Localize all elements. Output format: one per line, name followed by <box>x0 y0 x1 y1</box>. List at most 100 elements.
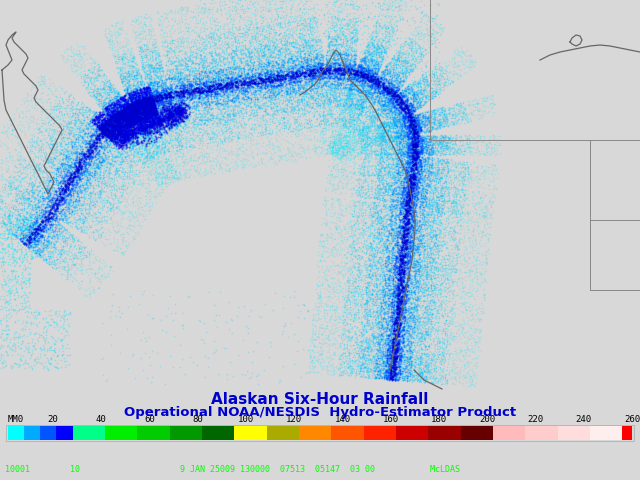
Point <box>262 88 272 96</box>
Point <box>131 156 141 164</box>
Point <box>345 349 355 357</box>
Point <box>179 99 189 107</box>
Point <box>324 62 335 70</box>
Point <box>147 96 157 103</box>
Point <box>387 196 397 204</box>
Point <box>254 37 264 45</box>
Point <box>312 57 323 65</box>
Point <box>436 30 446 37</box>
Point <box>125 161 136 169</box>
Point <box>376 86 387 94</box>
Point <box>45 146 56 154</box>
Point <box>122 172 132 180</box>
Point <box>386 115 396 123</box>
Point <box>134 112 145 120</box>
Point <box>420 118 431 125</box>
Point <box>141 91 152 99</box>
Point <box>115 110 125 118</box>
Point <box>424 164 435 171</box>
Point <box>368 297 378 305</box>
Point <box>297 69 307 76</box>
Point <box>51 170 61 178</box>
Point <box>380 107 390 114</box>
Point <box>378 93 388 100</box>
Point <box>96 137 106 144</box>
Point <box>214 65 225 73</box>
Point <box>335 360 346 368</box>
Point <box>136 81 147 89</box>
Point <box>313 264 323 271</box>
Point <box>398 148 408 156</box>
Point <box>63 198 73 205</box>
Point <box>128 111 138 119</box>
Point <box>435 157 445 165</box>
Point <box>204 30 214 38</box>
Point <box>0 244 8 252</box>
Point <box>180 65 191 73</box>
Point <box>358 165 368 172</box>
Point <box>95 96 105 104</box>
Point <box>33 125 43 132</box>
Point <box>368 46 378 54</box>
Point <box>135 99 145 107</box>
Point <box>433 77 444 85</box>
Point <box>287 113 298 120</box>
Point <box>337 359 348 366</box>
Point <box>317 112 328 120</box>
Point <box>397 124 407 132</box>
Point <box>170 87 180 95</box>
Point <box>128 194 138 202</box>
Point <box>383 319 394 326</box>
Point <box>228 99 238 107</box>
Point <box>71 131 81 138</box>
Point <box>353 53 364 60</box>
Point <box>166 71 176 78</box>
Point <box>131 120 141 127</box>
Point <box>141 101 151 109</box>
Point <box>6 130 16 138</box>
Point <box>51 200 61 208</box>
Point <box>404 368 414 376</box>
Point <box>68 109 78 117</box>
Point <box>161 108 172 115</box>
Point <box>420 80 431 87</box>
Point <box>260 72 271 79</box>
Point <box>380 167 390 174</box>
Point <box>186 94 196 101</box>
Point <box>407 109 417 117</box>
Point <box>415 127 426 134</box>
Point <box>284 77 294 85</box>
Point <box>179 84 189 92</box>
Point <box>320 69 330 76</box>
Point <box>68 61 79 69</box>
Point <box>483 259 493 266</box>
Point <box>391 139 401 146</box>
Point <box>387 309 397 316</box>
Point <box>79 108 90 116</box>
Point <box>350 297 360 304</box>
Point <box>82 165 92 173</box>
Point <box>408 304 419 312</box>
Point <box>408 171 418 179</box>
Point <box>131 74 141 82</box>
Point <box>236 89 246 96</box>
Point <box>99 121 109 129</box>
Point <box>428 310 438 318</box>
Point <box>140 125 150 132</box>
Point <box>392 232 403 240</box>
Point <box>318 99 328 107</box>
Point <box>383 132 393 140</box>
Point <box>152 83 162 90</box>
Point <box>385 373 396 381</box>
Point <box>148 124 158 132</box>
Point <box>397 243 407 251</box>
Point <box>249 76 259 84</box>
Point <box>344 65 355 73</box>
Point <box>142 155 152 162</box>
Point <box>310 73 320 81</box>
Point <box>327 37 337 45</box>
Point <box>344 84 354 91</box>
Point <box>289 43 299 50</box>
Point <box>257 51 267 59</box>
Point <box>263 109 273 117</box>
